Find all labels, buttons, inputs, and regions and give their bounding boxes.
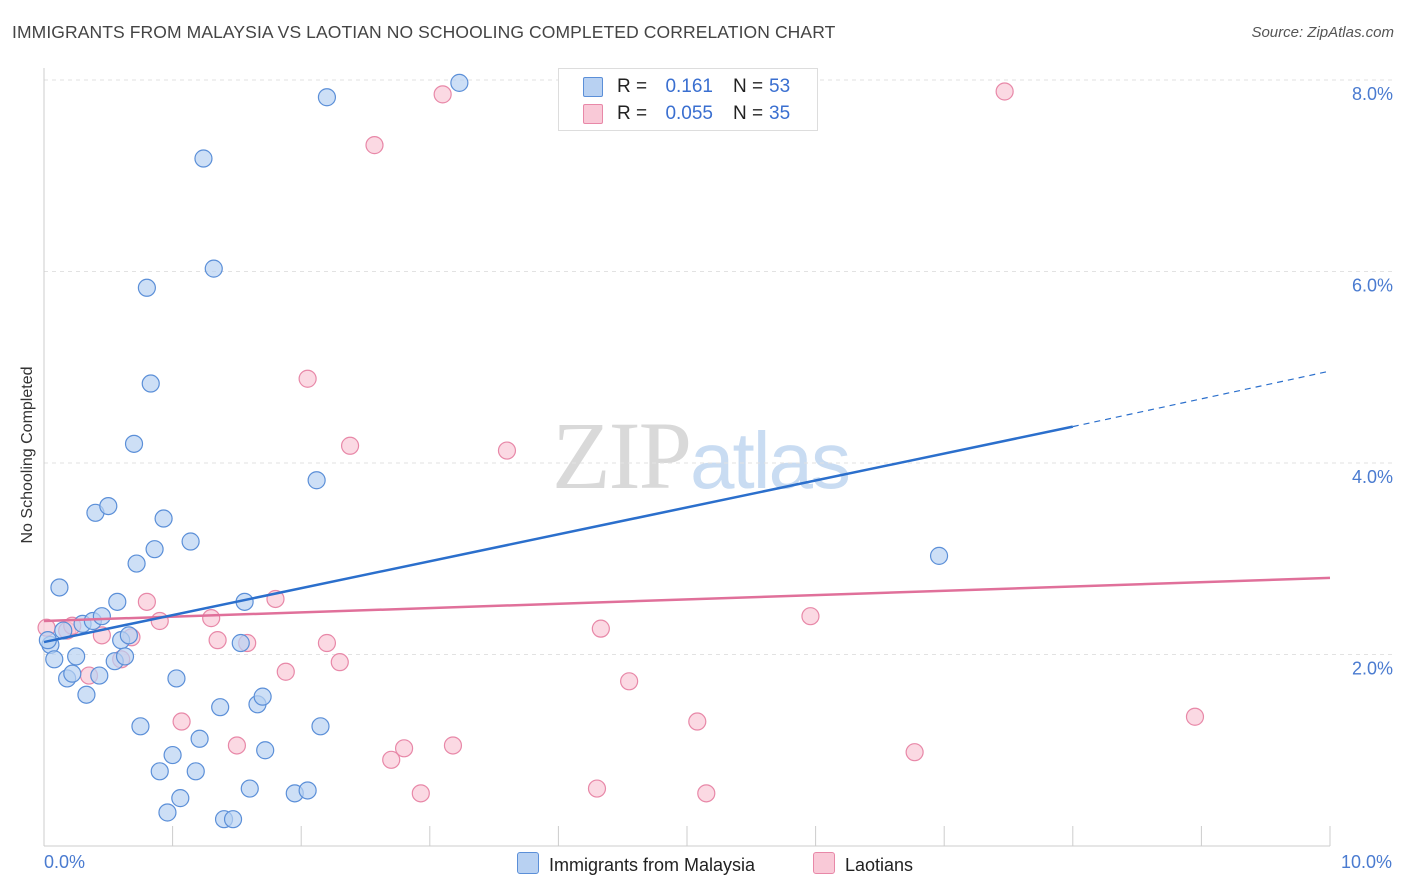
correlation-legend: R = 0.161 N = 53 R = 0.055 N = 35: [558, 68, 818, 131]
zipatlas-watermark: ZIPatlas: [552, 400, 851, 511]
malaysia-point: [311, 717, 330, 736]
laotians-point: [433, 85, 452, 104]
laotians-point: [202, 609, 221, 628]
malaysia-point: [92, 607, 111, 626]
malaysia-trend-extension: [1072, 370, 1331, 428]
malaysia-point: [150, 762, 169, 781]
y-tick-label: 8.0%: [1352, 84, 1393, 104]
laotians-point: [227, 736, 246, 755]
malaysia-point: [186, 762, 205, 781]
laotians-point: [995, 82, 1014, 101]
laotians-point: [443, 736, 463, 755]
legend-r-value: 0.161: [665, 76, 713, 97]
malaysia-point: [145, 540, 164, 559]
malaysia-point: [240, 779, 259, 798]
malaysia-point: [115, 647, 135, 666]
laotians-point: [276, 662, 295, 681]
laotians-point: [411, 784, 430, 803]
series-name-laotians: Laotians: [845, 855, 914, 875]
malaysia-point: [194, 149, 213, 168]
malaysia-point: [131, 717, 150, 736]
series-swatch-malaysia: [517, 852, 539, 874]
legend-n-value: 35: [769, 103, 791, 124]
legend-n-label: N =: [733, 103, 764, 124]
laotians-point: [801, 607, 820, 626]
malaysia-point: [124, 434, 144, 453]
series-legend-laotians: Laotians: [813, 852, 913, 876]
malaysia-point: [137, 278, 156, 297]
laotians-point: [620, 672, 639, 691]
laotians-point: [382, 750, 401, 769]
series-name-malaysia: Immigrants from Malaysia: [549, 855, 756, 875]
malaysia-point: [450, 73, 469, 92]
malaysia-point: [223, 810, 243, 829]
malaysia-point: [298, 781, 317, 800]
laotians-trend-line: [43, 576, 1331, 623]
legend-swatch-laotians: [583, 104, 603, 124]
series-swatch-laotians: [813, 852, 835, 874]
malaysia-point: [67, 647, 86, 666]
malaysia-point: [90, 666, 109, 685]
y-tick-label: 2.0%: [1352, 659, 1393, 679]
malaysia-point: [154, 509, 173, 528]
malaysia-point: [158, 803, 177, 822]
malaysia-point: [929, 546, 949, 565]
laotians-point: [150, 611, 169, 631]
laotians-point: [394, 739, 414, 758]
laotians-point: [497, 441, 517, 460]
laotians-point: [587, 779, 607, 798]
legend-r-label: R =: [617, 76, 648, 97]
malaysia-point: [45, 650, 64, 669]
laotians-point: [340, 436, 360, 455]
malaysia-point: [256, 741, 275, 760]
laotians-point: [330, 653, 349, 672]
malaysia-point: [63, 664, 82, 683]
laotians-point: [137, 592, 156, 611]
malaysia-point: [77, 685, 96, 704]
malaysia-point: [253, 687, 272, 706]
watermark-zip: ZIP: [552, 402, 692, 509]
malaysia-point: [231, 633, 250, 653]
laotians-point: [591, 619, 610, 638]
malaysia-point: [307, 471, 326, 490]
malaysia-point: [50, 578, 69, 597]
legend-n-value: 53: [769, 76, 791, 97]
malaysia-point: [127, 554, 146, 573]
malaysia-point: [211, 698, 230, 717]
malaysia-point: [190, 729, 209, 748]
x-tick-label-max: 10.0%: [1340, 852, 1392, 872]
laotians-point: [688, 712, 707, 731]
malaysia-point: [204, 259, 223, 278]
laotians-point: [697, 784, 716, 803]
malaysia-point: [99, 496, 118, 516]
y-tick-label: 4.0%: [1352, 467, 1393, 487]
malaysia-point: [317, 88, 337, 107]
laotians-point: [1185, 707, 1205, 726]
laotians-point: [365, 136, 384, 155]
laotians-point: [208, 631, 227, 650]
malaysia-point: [171, 789, 190, 808]
y-axis-label: No Schooling Completed: [19, 366, 36, 544]
malaysia-trend-line: [43, 425, 1074, 644]
laotians-point: [317, 633, 337, 653]
chart-title: IMMIGRANTS FROM MALAYSIA VS LAOTIAN NO S…: [12, 22, 836, 42]
y-tick-label: 6.0%: [1352, 276, 1393, 296]
x-tick-label-min: 0.0%: [44, 852, 86, 872]
legend-r-label: R =: [617, 103, 648, 124]
malaysia-point: [119, 626, 138, 645]
laotians-point: [172, 712, 191, 731]
series-legend-malaysia: Immigrants from Malaysia: [517, 852, 755, 876]
source-credit: Source: ZipAtlas.com: [1251, 24, 1394, 41]
malaysia-point: [167, 669, 186, 688]
legend-swatch-malaysia: [583, 77, 603, 97]
laotians-point: [905, 743, 924, 762]
malaysia-point: [141, 374, 160, 393]
legend-n-label: N =: [733, 76, 764, 97]
malaysia-point: [163, 745, 182, 765]
malaysia-point: [108, 592, 127, 611]
laotians-point: [298, 369, 317, 388]
legend-r-value: 0.055: [665, 103, 713, 124]
malaysia-point: [181, 532, 200, 551]
